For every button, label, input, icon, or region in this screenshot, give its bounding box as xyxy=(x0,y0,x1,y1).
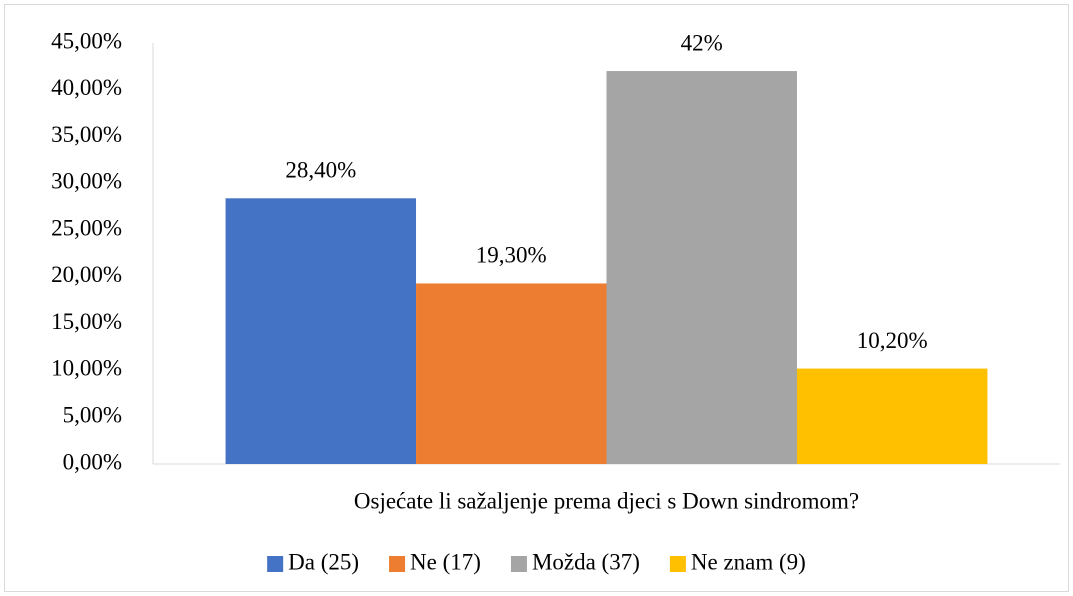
y-tick-label: 45,00% xyxy=(51,28,122,53)
legend-label: Ne znam (9) xyxy=(691,549,806,574)
y-tick-label: 25,00% xyxy=(51,215,122,240)
legend-label: Da (25) xyxy=(288,549,359,574)
x-tick-label: Osjećate li sažaljenje prema djeci s Dow… xyxy=(354,488,859,513)
data-label: 28,40% xyxy=(285,158,356,183)
y-tick-label: 35,00% xyxy=(51,122,122,147)
y-tick-label: 40,00% xyxy=(51,75,122,100)
y-tick-label: 15,00% xyxy=(51,309,122,334)
y-tick-label: 30,00% xyxy=(51,169,122,194)
legend-swatch xyxy=(669,556,686,572)
legend-swatch xyxy=(389,556,406,572)
legend-label: Možda (37) xyxy=(532,549,640,574)
legend-swatch xyxy=(510,556,527,572)
legend-swatch xyxy=(267,556,284,572)
data-label: 10,20% xyxy=(857,328,928,353)
bar xyxy=(416,283,607,464)
bar xyxy=(796,368,988,464)
legend-label: Ne (17) xyxy=(410,549,481,574)
bar xyxy=(606,71,797,465)
y-tick-label: 5,00% xyxy=(63,403,122,428)
data-label: 42% xyxy=(681,30,723,55)
bar xyxy=(225,198,417,464)
y-tick-label: 0,00% xyxy=(63,449,122,474)
data-label: 19,30% xyxy=(476,243,547,268)
y-tick-label: 20,00% xyxy=(51,262,122,287)
y-tick-label: 10,00% xyxy=(51,356,122,381)
